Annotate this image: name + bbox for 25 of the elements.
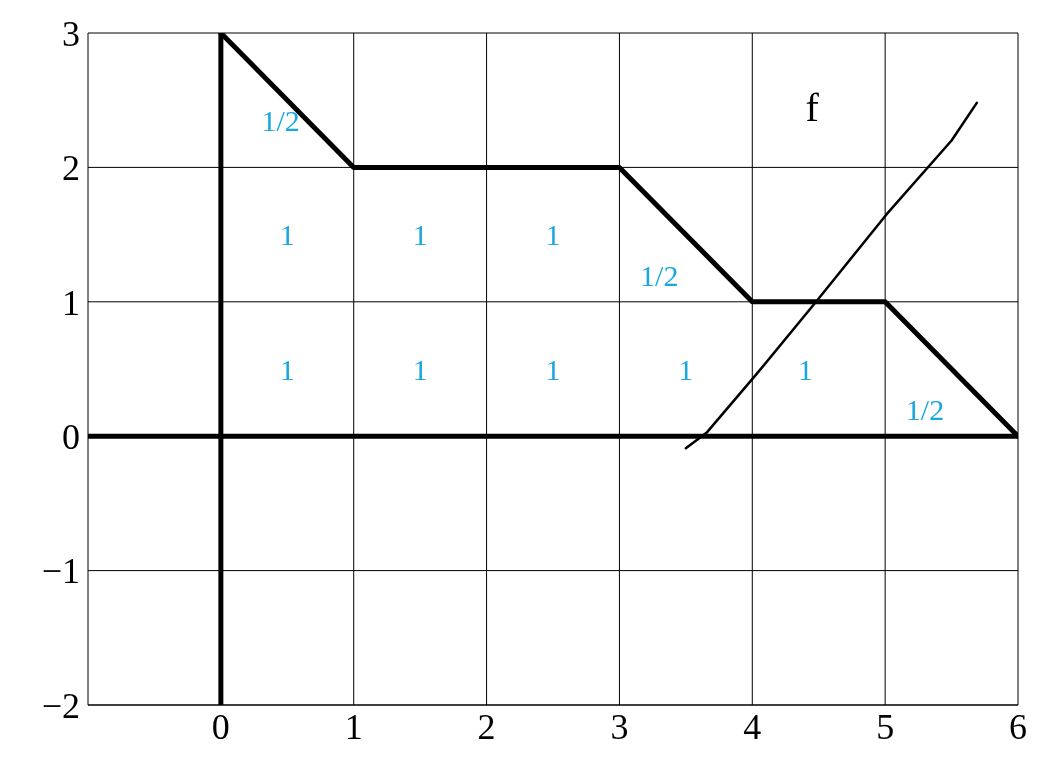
y-tick-label: 1: [62, 282, 80, 323]
x-tick-label: 0: [211, 706, 230, 747]
x-tick-label: 6: [1009, 706, 1027, 747]
x-tick-label: 4: [743, 706, 762, 747]
x-tick-label: 3: [610, 706, 629, 747]
annotation: 1/2: [905, 392, 945, 426]
annotation: 1: [797, 352, 813, 386]
x-tick-label: 2: [477, 706, 496, 747]
annotation: 1/2: [261, 104, 300, 138]
annotation: 1: [412, 352, 428, 386]
x-tick-label: 1: [344, 706, 363, 747]
y-tick-label: −1: [41, 551, 80, 592]
annotation: 1: [279, 218, 295, 252]
annotation: 1: [545, 352, 561, 386]
annotation: 1: [545, 218, 561, 252]
y-tick-label: 3: [62, 13, 80, 54]
y-tick-label: −2: [41, 685, 80, 726]
annotation: 1: [412, 218, 428, 252]
x-tick-label: 5: [876, 706, 895, 747]
annotation: f: [805, 85, 820, 131]
y-tick-label: 0: [62, 416, 80, 457]
annotation: 1/2: [640, 258, 679, 292]
y-tick-label: 2: [62, 148, 80, 189]
annotation: 1: [678, 352, 694, 386]
annotation: 1: [279, 352, 295, 386]
